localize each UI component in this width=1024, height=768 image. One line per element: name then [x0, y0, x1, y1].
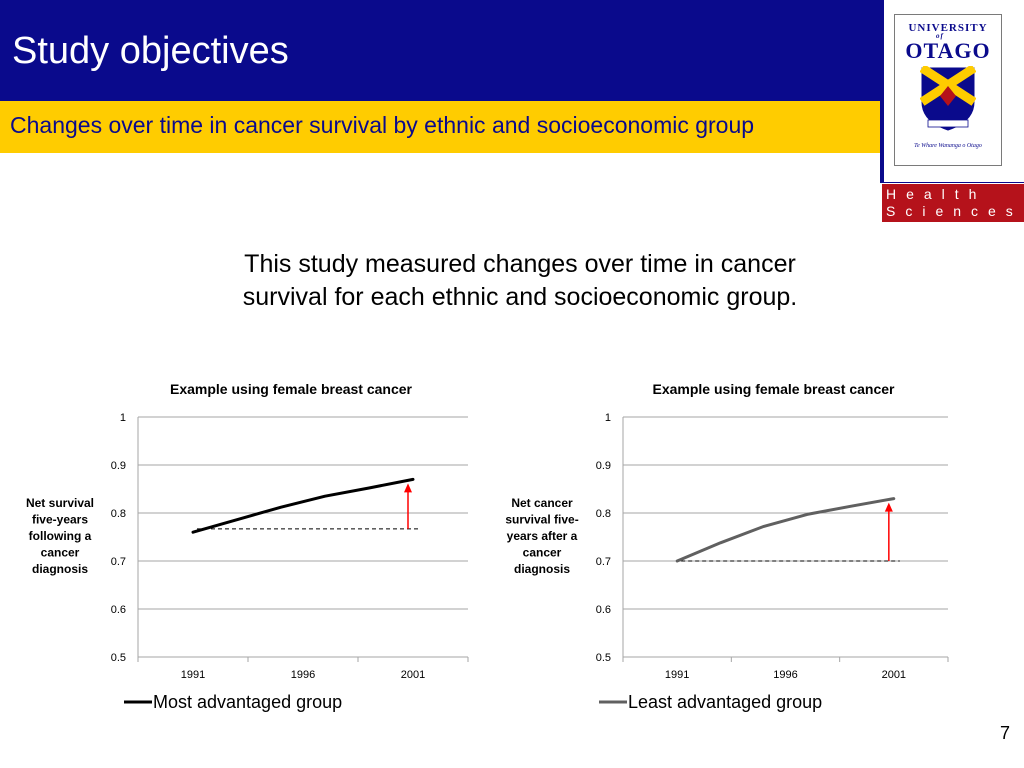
y-tick-label: 0.6: [111, 604, 126, 616]
y-axis-label: five-years: [32, 513, 88, 527]
title-bar: Study objectives: [0, 0, 880, 101]
y-axis-label: cancer: [41, 546, 80, 560]
y-axis-label: cancer: [523, 546, 562, 560]
health-sciences-line2: Sciences: [886, 203, 1023, 219]
y-axis-label: diagnosis: [514, 562, 570, 576]
x-tick-label: 2001: [882, 669, 906, 681]
x-tick-label: 1991: [181, 669, 205, 681]
y-axis-label: years after a: [507, 529, 578, 543]
subtitle-bar: Changes over time in cancer survival by …: [0, 101, 880, 153]
chart-most-advantaged: Example using female breast cancer 0.5 0.6…: [26, 381, 469, 712]
y-tick-label: 0.7: [111, 556, 126, 568]
y-tick-label: 0.5: [596, 652, 611, 664]
logo-panel: UNIVERSITY of OTAGO Te Whare Wananga o O…: [880, 0, 1024, 183]
y-tick-label: 0.5: [111, 652, 126, 664]
y-axis-label: survival five-: [505, 513, 578, 527]
y-axis-label: diagnosis: [32, 562, 88, 576]
x-tick-label: 1991: [665, 669, 689, 681]
y-tick-label: 0.9: [111, 460, 126, 472]
y-axis-label: following a: [29, 529, 92, 543]
x-tick-label: 1996: [773, 669, 797, 681]
logo-name: of OTAGO: [898, 32, 998, 64]
series-line: [675, 497, 896, 563]
chart-title: Example using female breast cancer: [653, 381, 896, 397]
university-logo: UNIVERSITY of OTAGO Te Whare Wananga o O…: [884, 0, 1024, 182]
health-sciences-line1: Health: [886, 186, 987, 202]
logo-of-label: of: [936, 32, 944, 40]
health-sciences-badge: Health Sciences: [882, 184, 1024, 222]
y-tick-label: 0.8: [596, 508, 611, 520]
body-text: This study measured changes over time in…: [170, 248, 870, 314]
chart-title: Example using female breast cancer: [170, 381, 413, 397]
logo-name-text: OTAGO: [905, 38, 991, 63]
y-tick-label: 1: [605, 412, 611, 424]
legend-label: Most advantaged group: [153, 692, 342, 712]
shield-icon: [920, 66, 976, 131]
page-number: 7: [1000, 723, 1011, 743]
slide-subtitle: Changes over time in cancer survival by …: [10, 112, 755, 138]
slide-title: Study objectives: [12, 30, 289, 72]
y-tick-label: 0.6: [596, 604, 611, 616]
y-axis-label: Net survival: [26, 496, 94, 510]
body-line-1: This study measured changes over time in…: [244, 250, 796, 278]
legend-label: Least advantaged group: [628, 692, 822, 712]
x-tick-label: 1996: [291, 669, 315, 681]
x-tick-label: 2001: [401, 669, 425, 681]
body-line-2: survival for each ethnic and socioeconom…: [242, 283, 798, 311]
y-tick-label: 0.7: [596, 556, 611, 568]
arrow-head: [884, 502, 893, 512]
arrow-head: [404, 483, 412, 493]
y-tick-label: 0.8: [111, 508, 126, 520]
y-axis-label: Net cancer: [511, 496, 573, 510]
logo-motto: Te Whare Wananga o Otago: [914, 143, 982, 149]
chart-least-advantaged: Example using female breast cancer 0.5 0.6…: [505, 381, 949, 712]
y-tick-label: 0.9: [596, 460, 611, 472]
logo-university-label: UNIVERSITY: [908, 22, 988, 34]
series-line: [191, 477, 415, 534]
y-tick-label: 1: [120, 412, 126, 424]
